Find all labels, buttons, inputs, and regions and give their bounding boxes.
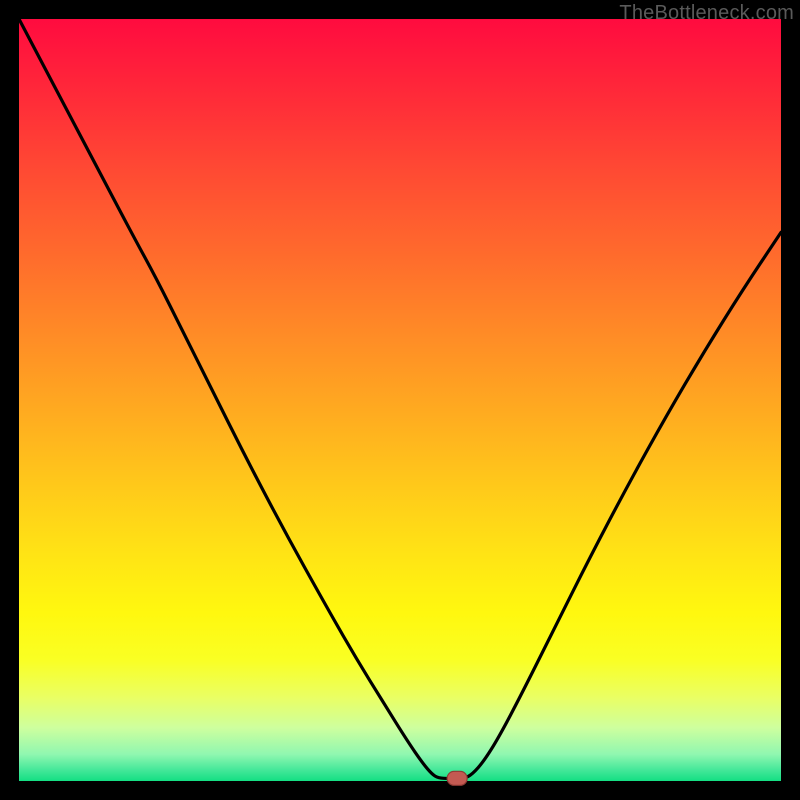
- chart-frame: TheBottleneck.com: [0, 0, 800, 800]
- bottleneck-curve-chart: [0, 0, 800, 800]
- watermark-text: TheBottleneck.com: [619, 2, 794, 25]
